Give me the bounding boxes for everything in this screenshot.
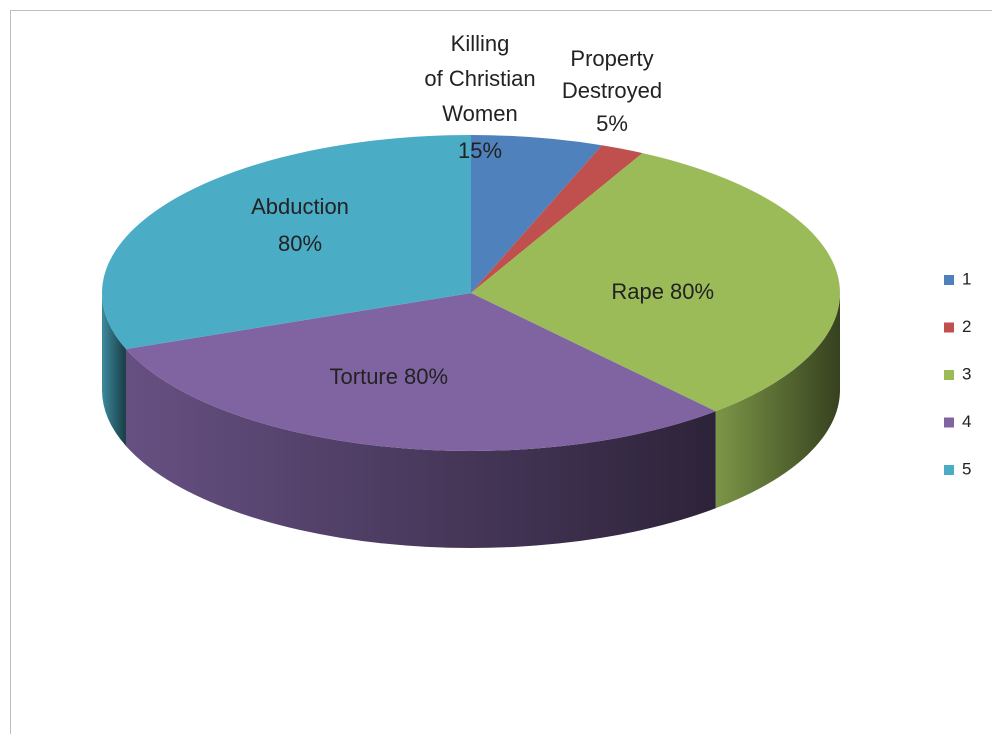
value-label: 5% <box>596 111 628 136</box>
legend-swatch <box>944 417 954 428</box>
value-label: 15% <box>458 138 502 163</box>
legend-label: 4 <box>962 412 971 431</box>
pie-side <box>125 349 716 549</box>
slice-label: Abduction <box>251 194 349 219</box>
value-label: 80% <box>278 231 322 256</box>
legend-label: 3 <box>962 364 971 383</box>
pie-slice <box>471 135 602 293</box>
slice-label: Women <box>442 101 517 126</box>
legend-label: 5 <box>962 459 971 478</box>
pie-slice <box>471 145 643 293</box>
pie-slice <box>125 293 716 452</box>
slice-label: Destroyed <box>562 78 662 103</box>
value-label: 80% <box>404 364 448 389</box>
legend-swatch <box>944 275 954 285</box>
slice-label: Property <box>570 46 653 71</box>
value-label: 80% <box>670 279 714 304</box>
legend-swatch <box>944 465 954 475</box>
slice-label: Rape <box>611 279 664 304</box>
legend-swatch <box>944 322 954 333</box>
slice-label: Torture <box>330 364 398 389</box>
legend-swatch <box>944 370 954 380</box>
slice-label: Killing <box>451 31 510 56</box>
slice-label: of Christian <box>424 66 535 91</box>
pie-side <box>715 293 840 509</box>
pie-slice <box>471 153 841 412</box>
pie-slice <box>102 135 471 350</box>
pie-side <box>102 293 126 447</box>
legend-label: 1 <box>962 269 971 288</box>
legend-label: 2 <box>962 317 971 336</box>
